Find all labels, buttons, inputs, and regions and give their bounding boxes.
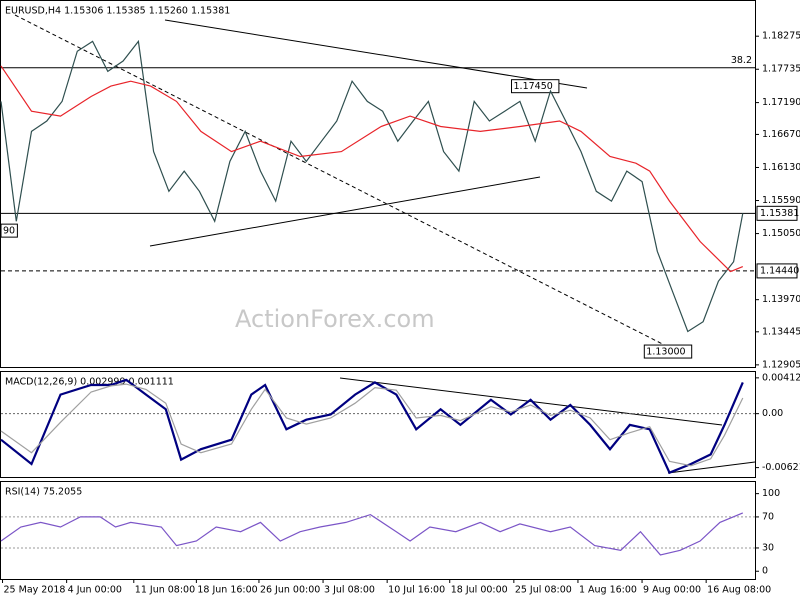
y-tick-label: 0: [762, 566, 768, 577]
series-line: [0, 65, 744, 273]
level-label: 38.2: [731, 55, 752, 66]
trendline: [164, 19, 588, 89]
y-tick-label: 1.16130: [762, 162, 800, 173]
y-tick-label: 1.16670: [762, 129, 800, 140]
series-line: [0, 378, 744, 475]
x-tick-label: 11 Jun 08:00: [135, 585, 195, 596]
y-tick-label: 1.13445: [762, 326, 800, 337]
series-line: [0, 383, 744, 467]
watermark: ActionForex.com: [235, 305, 435, 333]
x-tick-label: 26 Jun 00:00: [260, 585, 320, 596]
annotation: 90: [3, 226, 15, 237]
y-tick-label: 1.13970: [762, 294, 800, 305]
y-tick-label: 1.15050: [762, 228, 800, 239]
price-panel: [0, 0, 756, 368]
y-tick-label: 0.004125: [762, 372, 800, 383]
macd-panel: [0, 371, 756, 478]
level-label: 1.14440: [760, 265, 799, 276]
panel-title: RSI(14) 75.2055: [5, 487, 82, 498]
y-tick-label: 30: [762, 542, 774, 553]
x-tick-label: 16 Aug 08:00: [707, 585, 771, 596]
x-tick-label: 4 Jun 00:00: [68, 585, 122, 596]
x-tick-label: 25 Jul 08:00: [515, 585, 572, 596]
rsi-panel: [0, 481, 756, 580]
annotation: 1.13000: [646, 347, 685, 358]
annotation-box: [511, 79, 560, 94]
series-line: [0, 39, 744, 333]
annotation: 1.17450: [514, 81, 553, 92]
x-tick-label: 10 Jul 16:00: [388, 585, 445, 596]
y-tick-label: -0.006218: [762, 462, 800, 473]
trendline: [14, 14, 691, 359]
price-box: [756, 263, 798, 279]
y-tick-label: 0.00: [762, 408, 783, 419]
x-tick-label: 25 May 2018: [4, 585, 66, 596]
series-line: [0, 512, 744, 556]
x-tick-label: 18 Jun 16:00: [197, 585, 257, 596]
price-box: [756, 205, 798, 221]
y-tick-label: 1.17735: [762, 64, 800, 75]
x-tick-label: 3 Jul 08:00: [324, 585, 375, 596]
y-tick-label: 1.17190: [762, 97, 800, 108]
x-tick-label: 1 Aug 16:00: [579, 585, 637, 596]
trendline: [667, 461, 756, 474]
y-tick-label: 70: [762, 511, 774, 522]
panel-title: EURUSD,H4 1.15306 1.15385 1.15260 1.1538…: [5, 6, 230, 17]
x-tick-label: 9 Aug 00:00: [643, 585, 701, 596]
y-tick-label: 100: [762, 488, 780, 499]
panel-title: MACD(12,26,9) 0.002999 0.001111: [5, 377, 174, 388]
y-tick-label: 1.15590: [762, 195, 800, 206]
trendline: [149, 176, 541, 247]
annotation-box: [643, 344, 693, 359]
y-tick-label: 1.12905: [762, 359, 800, 370]
y-tick-label: 1.18275: [762, 31, 800, 42]
level-label: 1.15381: [760, 208, 799, 219]
x-tick-label: 18 Jul 00:00: [451, 585, 508, 596]
annotation-box: [0, 223, 18, 238]
